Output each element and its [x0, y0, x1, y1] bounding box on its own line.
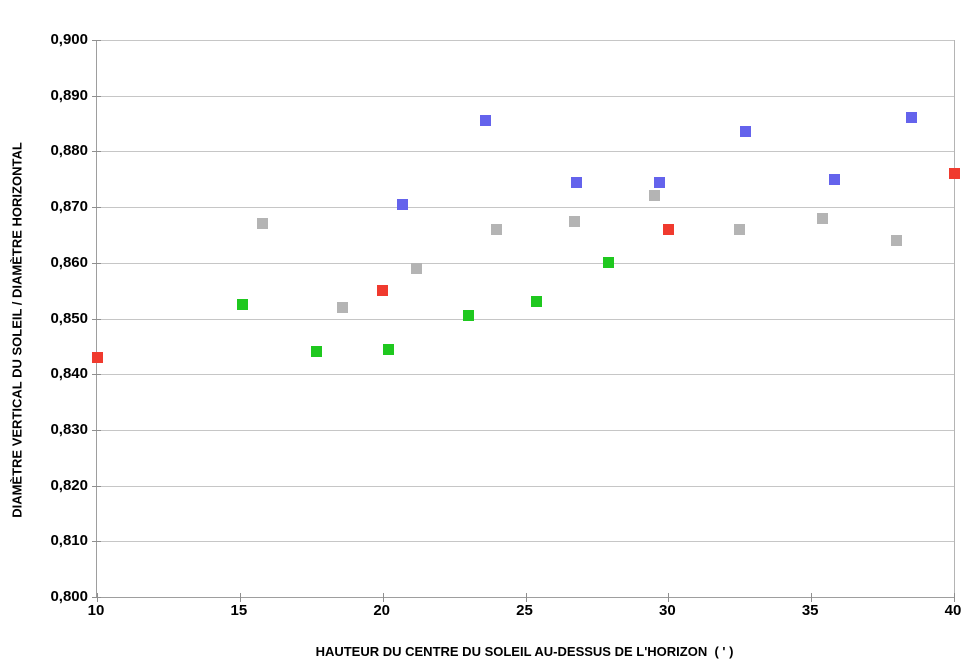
- red-squares-data-point: [91, 351, 103, 363]
- blue-squares-data-point: [571, 176, 583, 188]
- gridline: [97, 374, 954, 376]
- green-squares-data-point: [237, 299, 249, 311]
- x-tick-label: 15: [230, 602, 248, 619]
- x-tick-label: 30: [658, 602, 676, 619]
- x-tick-label: 20: [373, 602, 390, 619]
- x-tick-label: 25: [516, 602, 533, 619]
- x-axis-tick: [668, 593, 670, 602]
- green-squares-data-point: [531, 296, 543, 308]
- y-tick-label: 0,880: [50, 142, 88, 160]
- y-tick-label: 0,860: [50, 253, 88, 271]
- x-axis-tick: [239, 593, 241, 602]
- y-axis-tick: [92, 95, 101, 97]
- y-tick-label: 0,810: [50, 532, 88, 550]
- gridline: [97, 95, 954, 97]
- plot-area: [91, 40, 960, 602]
- blue-squares-data-point: [480, 115, 491, 127]
- y-tick-label: 0,840: [50, 365, 88, 383]
- y-tick-label: 0,850: [50, 309, 88, 327]
- x-axis-tick: [382, 593, 384, 602]
- x-tick-label: 35: [801, 602, 819, 619]
- gray-squares-data-point: [337, 301, 349, 313]
- x-axis-tick: [954, 593, 955, 602]
- x-axis-tick: [97, 593, 98, 602]
- y-tick-label: 0,830: [50, 420, 88, 438]
- gray-squares-data-point: [891, 235, 903, 247]
- x-axis-tick: [811, 593, 813, 602]
- green-squares-data-point: [311, 346, 323, 358]
- x-axis-title: HAUTEUR DU CENTRE DU SOLEIL AU-DESSUS DE…: [315, 644, 734, 659]
- red-squares-data-point: [377, 285, 389, 297]
- blue-squares-data-point: [905, 112, 917, 124]
- y-axis-tick: [92, 151, 101, 153]
- y-tick-label: 0,800: [50, 588, 88, 605]
- y-tick-label: 0,870: [50, 198, 88, 216]
- gray-squares-data-point: [491, 223, 503, 235]
- y-axis-tick: [92, 597, 101, 598]
- red-squares-data-point: [948, 168, 960, 180]
- green-squares-data-point: [602, 257, 614, 269]
- green-squares-data-point: [382, 343, 394, 355]
- green-squares-data-point: [462, 310, 474, 322]
- y-axis-tick: [92, 374, 101, 376]
- gridline: [97, 541, 954, 543]
- blue-squares-data-point: [739, 126, 751, 138]
- y-axis-tick: [92, 429, 101, 431]
- y-tick-label: 0,900: [50, 31, 88, 48]
- x-axis-tick: [525, 593, 527, 602]
- blue-squares-data-point: [397, 198, 409, 210]
- gridline: [97, 151, 954, 153]
- gridline: [97, 40, 954, 41]
- x-tick-label: 40: [944, 602, 962, 619]
- gridline: [97, 485, 954, 487]
- blue-squares-data-point: [654, 176, 666, 188]
- gridline: [97, 207, 954, 209]
- red-squares-data-point: [662, 223, 674, 235]
- gray-squares-data-point: [257, 218, 269, 230]
- y-axis-tick: [92, 40, 101, 41]
- gray-squares-data-point: [411, 262, 423, 274]
- gray-squares-data-point: [734, 223, 746, 235]
- y-axis-tick: [92, 541, 101, 543]
- gridline: [97, 429, 954, 431]
- y-axis-tick: [92, 207, 101, 209]
- gridline: [97, 262, 954, 264]
- gray-squares-data-point: [568, 215, 580, 227]
- gray-squares-data-point: [817, 212, 829, 224]
- x-tick-label: 10: [87, 602, 105, 619]
- gridline: [97, 318, 954, 320]
- blue-squares-data-point: [828, 173, 840, 185]
- y-axis-tick: [92, 262, 101, 264]
- gray-squares-data-point: [648, 190, 660, 202]
- y-axis-tick: [92, 485, 101, 487]
- y-axis-tick: [92, 318, 101, 320]
- y-tick-label: 0,890: [50, 86, 88, 104]
- y-tick-label: 0,820: [50, 476, 88, 494]
